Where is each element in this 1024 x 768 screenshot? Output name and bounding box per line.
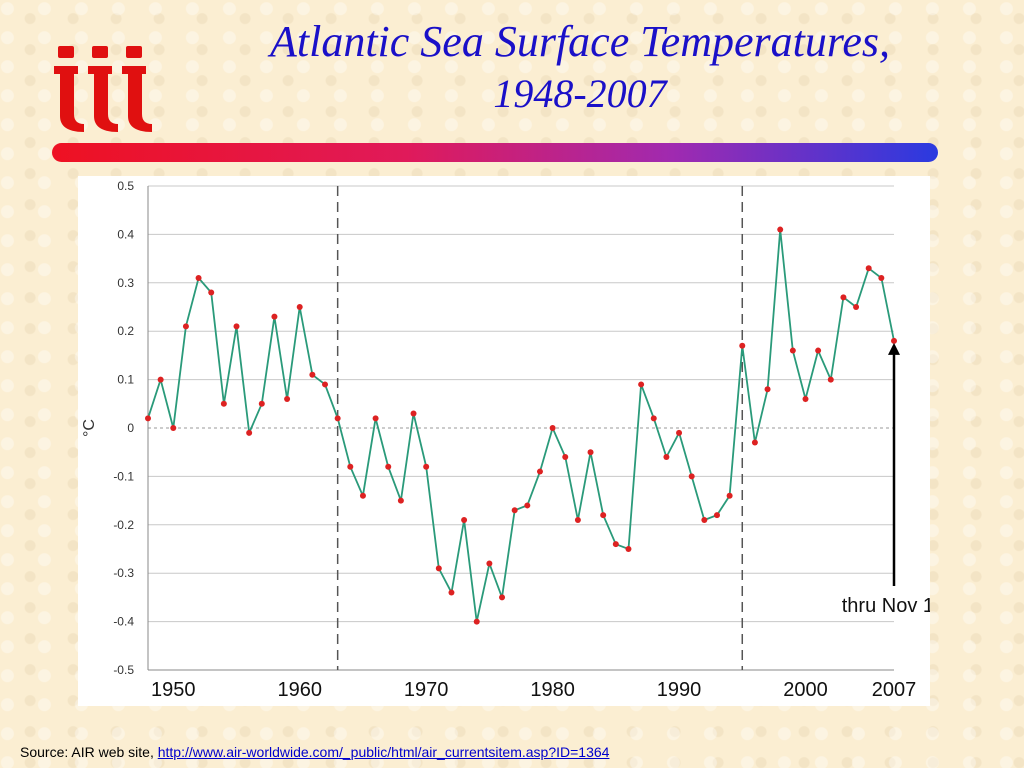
- data-point: [182, 323, 189, 330]
- y-tick-label: -0.3: [113, 566, 134, 580]
- slide-title-line1: Atlantic Sea Surface Temperatures,: [270, 17, 890, 66]
- data-point: [891, 337, 897, 344]
- iii-logo: [52, 44, 152, 136]
- data-point: [789, 347, 796, 354]
- y-tick-label: -0.5: [113, 663, 134, 677]
- x-tick-label: 1970: [404, 679, 449, 701]
- chart-panel: 0.5 0.4 0.3 0.2 0.1 0 -0.1 -0.2 -0.3 -0.4 -0.5 °C 19…: [78, 176, 930, 706]
- data-point: [372, 415, 379, 422]
- y-axis-label: °C: [81, 419, 98, 437]
- y-tick-label: 0.2: [117, 324, 134, 338]
- data-point: [853, 304, 860, 310]
- data-point: [296, 304, 303, 310]
- data-point: [423, 463, 430, 470]
- data-point: [574, 516, 581, 523]
- data-point: [170, 425, 177, 431]
- data-point: [536, 468, 543, 475]
- x-tick-label: 1950: [151, 679, 196, 701]
- data-point: [524, 502, 531, 509]
- slide-title-line2: 1948-2007: [493, 71, 667, 116]
- data-point: [410, 410, 417, 417]
- source-label: Source: AIR web site,: [20, 744, 154, 760]
- data-point: [587, 449, 594, 456]
- data-point: [461, 516, 468, 523]
- data-point: [208, 289, 215, 296]
- data-point: [625, 546, 632, 552]
- data-point: [486, 560, 493, 567]
- data-point: [663, 454, 670, 461]
- data-point: [448, 589, 455, 596]
- data-point: [157, 376, 164, 383]
- data-point: [777, 226, 784, 233]
- data-point: [638, 381, 645, 388]
- annotation-label: thru Nov 1: [842, 595, 930, 617]
- data-point: [145, 415, 151, 422]
- data-point: [397, 497, 404, 504]
- temperature-series-line: [147, 229, 895, 622]
- data-point: [701, 516, 708, 523]
- data-point: [802, 395, 809, 402]
- x-tick-label: 2000: [783, 679, 828, 701]
- data-point: [473, 618, 480, 625]
- data-point: [878, 274, 885, 281]
- data-point: [284, 395, 291, 402]
- x-tick-label: 1980: [530, 679, 575, 701]
- data-point: [246, 429, 253, 436]
- y-tick-label: 0.3: [117, 276, 134, 290]
- data-point: [309, 371, 316, 378]
- title-underline-bar: [52, 143, 938, 162]
- data-point: [650, 415, 657, 422]
- y-tick-label: -0.1: [113, 469, 134, 483]
- data-point: [726, 492, 733, 499]
- data-point: [751, 439, 758, 446]
- data-point: [195, 274, 202, 281]
- data-point: [271, 313, 278, 320]
- data-point: [612, 541, 619, 548]
- x-tick-label: 1960: [277, 679, 322, 701]
- annotation-arrowhead: [888, 342, 900, 355]
- data-point: [220, 400, 227, 407]
- data-point: [334, 415, 341, 422]
- data-point: [233, 323, 240, 330]
- source-note: Source: AIR web site, http://www.air-wor…: [20, 744, 609, 760]
- data-point: [739, 342, 746, 349]
- data-point: [676, 429, 683, 436]
- data-point: [840, 294, 847, 301]
- data-point: [385, 463, 392, 470]
- x-tick-label: 1990: [657, 679, 702, 701]
- data-point: [499, 594, 506, 601]
- source-link[interactable]: http://www.air-worldwide.com/_public/htm…: [157, 744, 610, 760]
- data-point: [562, 454, 569, 461]
- data-point: [549, 425, 556, 431]
- y-tick-label: -0.2: [113, 518, 134, 532]
- data-point: [359, 492, 366, 499]
- data-point: [347, 463, 354, 470]
- data-point: [322, 381, 329, 388]
- data-point: [865, 265, 872, 272]
- x-tick-label: 2007: [872, 679, 917, 701]
- temperature-line-chart: 0.5 0.4 0.3 0.2 0.1 0 -0.1 -0.2 -0.3 -0.4 -0.5 °C 19…: [81, 179, 930, 701]
- data-point: [435, 565, 442, 572]
- iii-logo-graphic: [54, 46, 152, 132]
- data-point: [815, 347, 822, 354]
- data-point: [258, 400, 265, 407]
- slide-title: Atlantic Sea Surface Temperatures, 1948-…: [150, 16, 1010, 120]
- y-tick-label: 0: [127, 421, 134, 435]
- data-point: [600, 512, 607, 519]
- y-tick-label: 0.4: [117, 227, 134, 241]
- y-tick-label: 0.1: [117, 373, 134, 387]
- data-point: [764, 386, 771, 393]
- y-tick-label: 0.5: [117, 179, 134, 193]
- data-point: [827, 376, 834, 383]
- data-point: [713, 512, 720, 519]
- y-tick-label: -0.4: [113, 615, 134, 629]
- data-point: [511, 507, 518, 514]
- data-point: [688, 473, 695, 480]
